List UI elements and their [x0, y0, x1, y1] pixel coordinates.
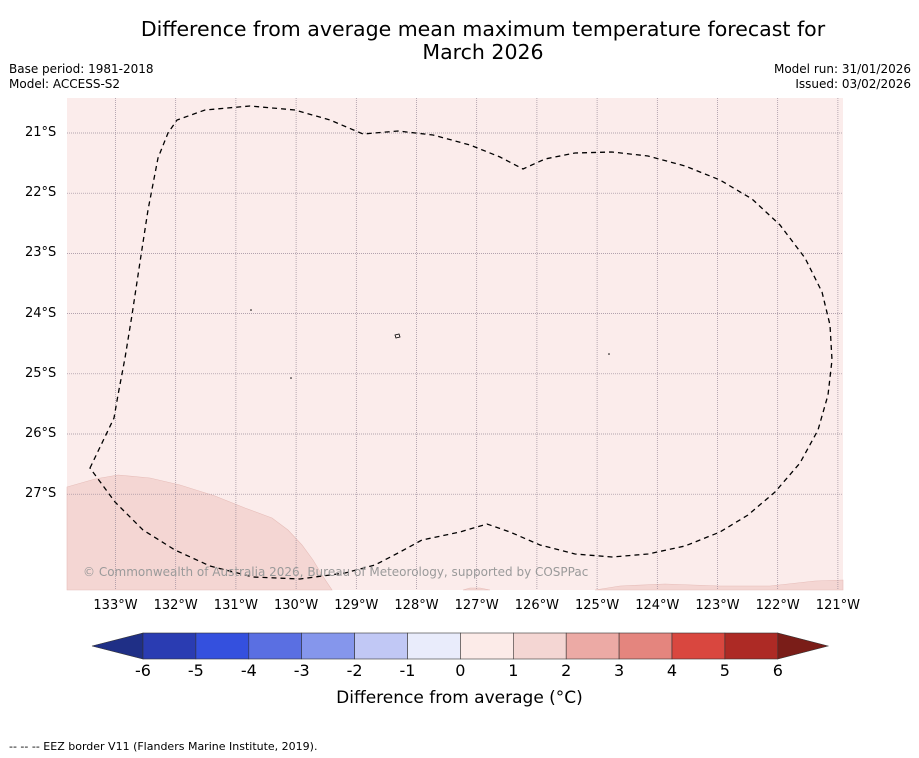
eez-legend-note: -- -- -- EEZ border V11 (Flanders Marine… — [9, 740, 318, 753]
colorbar-tick-label: 5 — [719, 661, 730, 680]
colorbar — [91, 632, 830, 660]
copyright-notice: © Commonwealth of Australia 2026, Bureau… — [83, 565, 589, 579]
longitude-label: 127°W — [454, 598, 499, 613]
latitude-label: 25°S — [25, 365, 57, 381]
colorbar-label: Difference from average (°C) — [336, 688, 583, 708]
island-dot — [250, 309, 252, 311]
colorbar-bin — [512, 632, 567, 660]
colorbar-tick-label: 0 — [455, 661, 466, 680]
latitude-label: 23°S — [25, 245, 57, 261]
island-outline — [394, 333, 401, 339]
title-line-2: March 2026 — [422, 40, 544, 64]
island-dot — [608, 353, 610, 355]
colorbar-bin — [142, 632, 197, 660]
latitude-label: 22°S — [25, 185, 57, 201]
base-period: Base period: 1981-2018 — [9, 62, 154, 76]
colorbar-extend-low — [91, 632, 144, 660]
longitude-label: 133°W — [93, 598, 138, 613]
colorbar-tick-label: -6 — [135, 661, 151, 680]
colorbar-tick-label: 4 — [666, 661, 678, 680]
meta-left: Base period: 1981-2018 Model: ACCESS-S2 — [9, 62, 154, 92]
latitude-label: 21°S — [25, 125, 57, 140]
latitude-label: 24°S — [25, 305, 57, 321]
longitude-label: 125°W — [575, 598, 620, 613]
latitude-label: 26°S — [25, 426, 57, 441]
colorbar-bin — [565, 632, 620, 660]
colorbar-tick-label: 2 — [561, 661, 572, 680]
longitude-label: 126°W — [514, 598, 559, 613]
title-line-1: Difference from average mean maximum tem… — [140, 17, 826, 41]
meta-right: Model run: 31/01/2026 Issued: 03/02/2026 — [774, 62, 911, 92]
longitude-label: 129°W — [334, 598, 379, 613]
longitude-label: 131°W — [213, 598, 258, 613]
model-name: Model: ACCESS-S2 — [9, 77, 121, 91]
latitude-label: 27°S — [25, 486, 57, 502]
warm-anomaly-patch — [66, 474, 333, 591]
colorbar-tick-label: -5 — [187, 661, 204, 680]
chart-title: Difference from average mean maximum tem… — [0, 18, 919, 64]
colorbar-bin — [301, 632, 355, 660]
eez-border — [89, 105, 833, 580]
colorbar-tick-label: 6 — [772, 661, 783, 680]
colorbar-extend-high — [777, 632, 830, 660]
longitude-label: 122°W — [755, 598, 800, 613]
colorbar-bin — [618, 632, 673, 660]
colorbar-bin — [248, 632, 303, 660]
colorbar-tick-label: -4 — [240, 661, 257, 680]
colorbar-bin — [671, 632, 726, 660]
colorbar-tick-label: -2 — [346, 661, 363, 680]
colorbar-bin — [460, 632, 514, 660]
colorbar-bin — [724, 632, 779, 660]
longitude-label: 130°W — [274, 598, 319, 613]
longitude-label: 128°W — [394, 598, 439, 613]
longitude-label: 123°W — [695, 598, 740, 613]
longitude-label: 124°W — [635, 598, 680, 613]
colorbar-tick-label: -3 — [293, 661, 310, 680]
colorbar-tick-label: 3 — [614, 661, 625, 680]
model-run: Model run: 31/01/2026 — [773, 62, 911, 76]
colorbar-bin — [407, 632, 461, 660]
longitude-label: 132°W — [153, 598, 198, 613]
colorbar-bin — [354, 632, 408, 660]
island-dot — [290, 377, 292, 379]
warm-anomaly-sliver — [594, 579, 844, 591]
longitude-label: 121°W — [815, 598, 860, 613]
graticule — [67, 98, 843, 590]
colorbar-tick-label: 1 — [508, 661, 519, 680]
issued-date: Issued: 03/02/2026 — [795, 77, 911, 91]
colorbar-tick-label: -1 — [399, 661, 416, 680]
colorbar-bin — [195, 632, 250, 660]
